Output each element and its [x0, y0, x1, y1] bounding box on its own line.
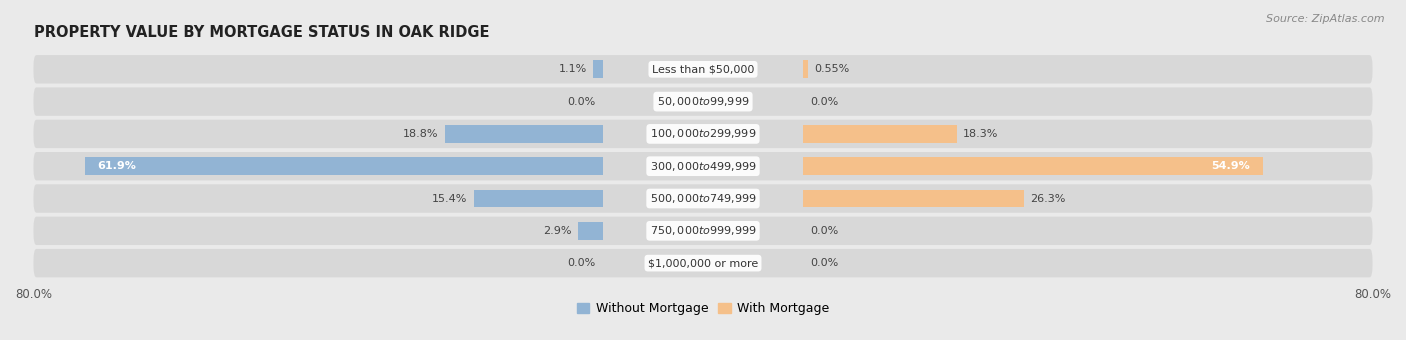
Text: PROPERTY VALUE BY MORTGAGE STATUS IN OAK RIDGE: PROPERTY VALUE BY MORTGAGE STATUS IN OAK…: [34, 25, 489, 40]
Text: 0.0%: 0.0%: [810, 226, 838, 236]
Legend: Without Mortgage, With Mortgage: Without Mortgage, With Mortgage: [572, 297, 834, 320]
Text: 1.1%: 1.1%: [558, 64, 586, 74]
Bar: [84, 157, 603, 175]
Text: 18.3%: 18.3%: [963, 129, 998, 139]
Bar: [593, 61, 603, 78]
FancyBboxPatch shape: [34, 152, 1372, 181]
Text: $750,000 to $999,999: $750,000 to $999,999: [650, 224, 756, 237]
Text: 0.0%: 0.0%: [568, 258, 596, 268]
Text: 15.4%: 15.4%: [432, 193, 467, 204]
Text: Less than $50,000: Less than $50,000: [652, 64, 754, 74]
Text: $100,000 to $299,999: $100,000 to $299,999: [650, 128, 756, 140]
Bar: [803, 157, 1263, 175]
Text: 0.0%: 0.0%: [810, 258, 838, 268]
Bar: [803, 61, 808, 78]
FancyBboxPatch shape: [34, 249, 1372, 277]
FancyBboxPatch shape: [34, 184, 1372, 213]
FancyBboxPatch shape: [34, 120, 1372, 148]
Text: 2.9%: 2.9%: [543, 226, 572, 236]
Text: 61.9%: 61.9%: [97, 161, 136, 171]
FancyBboxPatch shape: [34, 55, 1372, 84]
Text: $500,000 to $749,999: $500,000 to $749,999: [650, 192, 756, 205]
Text: Source: ZipAtlas.com: Source: ZipAtlas.com: [1267, 14, 1385, 23]
Text: 18.8%: 18.8%: [404, 129, 439, 139]
Text: $1,000,000 or more: $1,000,000 or more: [648, 258, 758, 268]
FancyBboxPatch shape: [34, 217, 1372, 245]
Bar: [578, 222, 603, 240]
Bar: [446, 125, 603, 143]
FancyBboxPatch shape: [34, 87, 1372, 116]
Bar: [803, 190, 1024, 207]
Text: 54.9%: 54.9%: [1212, 161, 1250, 171]
Text: $300,000 to $499,999: $300,000 to $499,999: [650, 160, 756, 173]
Bar: [803, 125, 956, 143]
Bar: [474, 190, 603, 207]
Text: 0.0%: 0.0%: [568, 97, 596, 107]
Text: $50,000 to $99,999: $50,000 to $99,999: [657, 95, 749, 108]
Text: 0.55%: 0.55%: [814, 64, 851, 74]
Text: 0.0%: 0.0%: [810, 97, 838, 107]
Text: 26.3%: 26.3%: [1031, 193, 1066, 204]
